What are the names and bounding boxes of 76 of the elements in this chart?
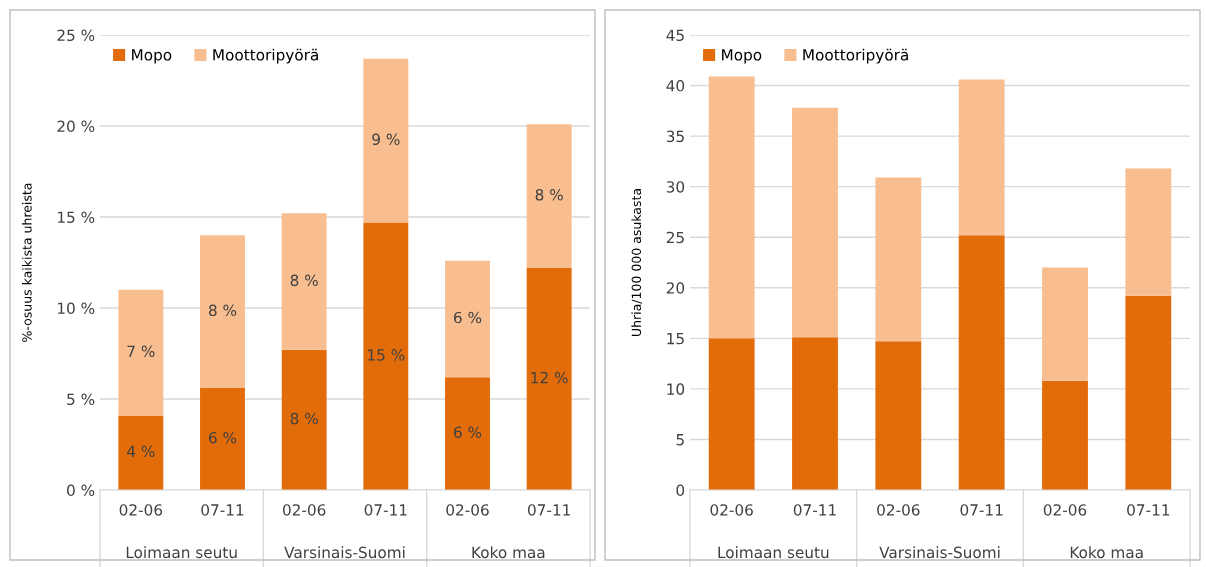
data-label: 9 % — [372, 133, 400, 145]
bar — [118, 289, 164, 416]
data-label: 8 % — [208, 304, 237, 317]
bar — [526, 267, 572, 490]
text: Koko maa — [1070, 546, 1143, 559]
x-tick-label: 02-06 — [1043, 504, 1087, 516]
text: Loimaan seutu — [126, 546, 237, 559]
data-label: 4 % — [127, 445, 155, 458]
legend-label: Moottoripyörä — [213, 48, 318, 64]
bar — [200, 235, 245, 389]
x-tick-label: 07-11 — [527, 504, 570, 516]
bar — [792, 107, 838, 338]
bar — [445, 377, 490, 490]
text: Koko maa — [472, 546, 545, 559]
y-tick-label: 25 — [666, 231, 684, 244]
bar — [958, 79, 1005, 236]
data-label: 8 % — [535, 188, 563, 201]
y-tick-label: 10 — [667, 383, 685, 395]
data-label: 6 % — [454, 426, 482, 439]
x-tick-label: 07-11 — [364, 504, 407, 516]
data-label: 6 % — [209, 431, 237, 444]
y-axis-title: %-osuus kaikista uhreista — [22, 183, 32, 342]
y-tick-label: 45 — [666, 29, 684, 42]
data-label: 8 % — [290, 412, 318, 425]
y-tick-label: 0 % — [67, 484, 95, 497]
x-tick-label: 02-06 — [119, 504, 163, 516]
bar — [1042, 267, 1088, 381]
x-tick-label: 02-06 — [446, 504, 489, 516]
bar — [281, 213, 327, 350]
bar — [1042, 380, 1088, 490]
y-tick-label: 35 — [666, 130, 684, 143]
x-tick-label: 07-11 — [793, 504, 836, 516]
y-tick-label: 5 — [676, 434, 684, 446]
legend-label: Mopo — [132, 49, 172, 64]
x-tick-label: 02-06 — [877, 504, 920, 516]
x-tick-label: 07-11 — [960, 504, 1003, 516]
bar — [792, 337, 838, 490]
y-tick-label: 20 % — [57, 120, 95, 133]
bar — [118, 415, 164, 490]
data-label: 6 % — [454, 311, 482, 324]
bar — [958, 235, 1005, 490]
bar — [445, 260, 490, 378]
bar — [281, 349, 327, 490]
y-tick-label: 0 — [676, 484, 685, 497]
y-tick-label: 40 — [666, 80, 685, 92]
x-tick-label: 07-11 — [201, 504, 244, 516]
bar — [526, 124, 572, 268]
y-tick-label: 25 % — [57, 29, 95, 42]
bar — [708, 76, 755, 339]
legend-label: Mopo — [722, 49, 762, 64]
x-tick-label: 02-06 — [282, 504, 326, 516]
bar — [200, 388, 245, 490]
bar — [875, 341, 922, 490]
data-label: 7 % — [127, 345, 155, 358]
y-tick-label: 15 % — [58, 211, 95, 224]
y-tick-label: 30 — [666, 181, 685, 193]
data-label: 12 % — [531, 371, 568, 384]
bar — [1125, 295, 1172, 490]
data-label: 15 % — [368, 349, 405, 361]
y-tick-label: 20 — [666, 282, 685, 294]
text: Loimaan seutu — [718, 546, 829, 559]
bar — [363, 222, 409, 490]
y-tick-label: 10 % — [58, 302, 95, 315]
bar — [875, 177, 922, 342]
x-tick-label: 02-06 — [710, 504, 753, 516]
y-axis-title: Uhria/100 000 asukasta — [631, 189, 643, 336]
y-tick-label: 15 — [667, 333, 684, 345]
legend-label: Moottoripyörä — [803, 48, 908, 64]
bar — [1125, 168, 1172, 296]
data-label: 8 % — [290, 274, 318, 287]
text: Varsinais-Suomi — [879, 546, 1000, 559]
bar — [708, 338, 755, 490]
y-tick-label: 5 % — [67, 393, 95, 406]
text: Varsinais-Suomi — [284, 546, 405, 559]
x-tick-label: 07-11 — [1127, 504, 1170, 516]
bar — [363, 58, 409, 223]
